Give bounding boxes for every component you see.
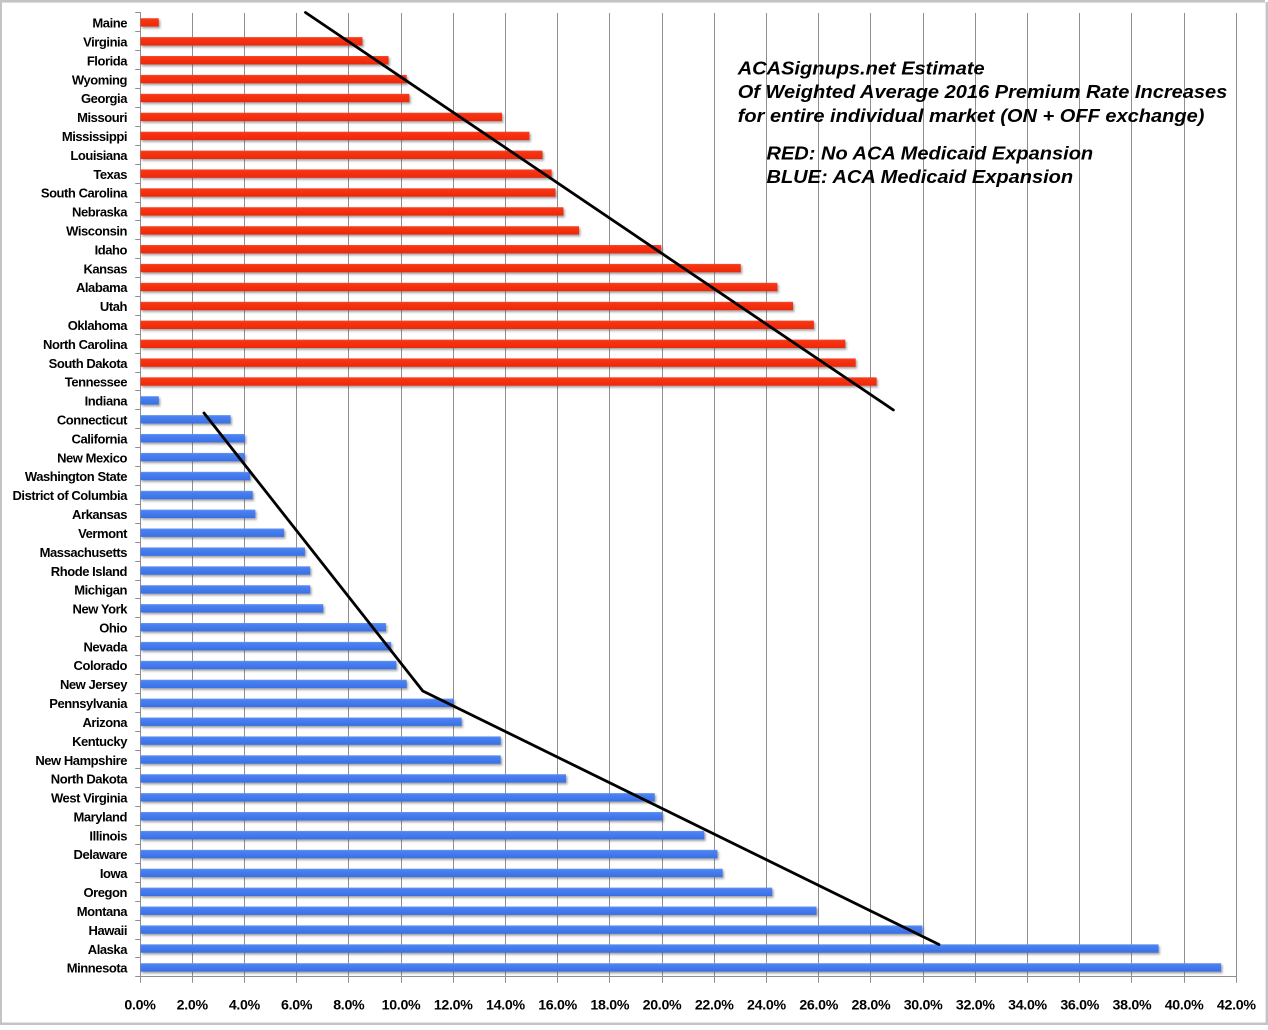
svg-text:8.0%: 8.0%: [333, 998, 365, 1014]
svg-text:North Dakota: North Dakota: [51, 772, 128, 787]
svg-text:Of Weighted Average 2016 Premi: Of Weighted Average 2016 Premium Rate In…: [738, 83, 1228, 103]
svg-text:Mississippi: Mississippi: [62, 129, 127, 144]
svg-text:Illinois: Illinois: [89, 828, 127, 843]
svg-text:36.0%: 36.0%: [1060, 998, 1099, 1014]
svg-text:Indiana: Indiana: [85, 394, 129, 409]
svg-text:Idaho: Idaho: [95, 242, 128, 257]
svg-text:Pennsylvania: Pennsylvania: [49, 696, 128, 711]
svg-text:Nebraska: Nebraska: [72, 205, 128, 220]
svg-text:New Mexico: New Mexico: [57, 450, 127, 465]
svg-text:North Carolina: North Carolina: [43, 337, 128, 352]
svg-text:40.0%: 40.0%: [1165, 998, 1204, 1014]
svg-text:0.0%: 0.0%: [124, 998, 156, 1014]
svg-text:New Jersey: New Jersey: [60, 677, 128, 692]
svg-text:California: California: [72, 431, 129, 446]
svg-text:12.0%: 12.0%: [434, 998, 473, 1014]
svg-text:10.0%: 10.0%: [382, 998, 421, 1014]
svg-text:Connecticut: Connecticut: [57, 413, 128, 428]
svg-text:14.0%: 14.0%: [486, 998, 525, 1014]
svg-text:Maine: Maine: [92, 16, 127, 31]
svg-text:Missouri: Missouri: [77, 110, 127, 125]
svg-text:6.0%: 6.0%: [281, 998, 313, 1014]
svg-text:Massachusetts: Massachusetts: [40, 545, 128, 560]
svg-text:Washington State: Washington State: [25, 469, 127, 484]
svg-text:Hawaii: Hawaii: [89, 923, 127, 938]
svg-text:RED: No ACA Medicaid Expansion: RED: No ACA Medicaid Expansion: [766, 144, 1093, 164]
svg-text:26.0%: 26.0%: [799, 998, 838, 1014]
svg-text:Alaska: Alaska: [88, 942, 128, 957]
svg-text:Arkansas: Arkansas: [72, 507, 127, 522]
svg-text:for entire individual market (: for entire individual market (ON + OFF e…: [738, 107, 1205, 127]
svg-text:Virginia: Virginia: [83, 35, 128, 50]
svg-text:New Hampshire: New Hampshire: [35, 753, 127, 768]
svg-text:24.0%: 24.0%: [747, 998, 786, 1014]
svg-text:West Virginia: West Virginia: [51, 791, 128, 806]
svg-text:New York: New York: [73, 602, 129, 617]
svg-text:34.0%: 34.0%: [1008, 998, 1047, 1014]
svg-text:32.0%: 32.0%: [956, 998, 995, 1014]
svg-text:Florida: Florida: [87, 54, 128, 69]
svg-text:Michigan: Michigan: [74, 583, 127, 598]
svg-text:16.0%: 16.0%: [538, 998, 577, 1014]
svg-text:Tennessee: Tennessee: [65, 375, 127, 390]
svg-text:Wisconsin: Wisconsin: [66, 224, 127, 239]
svg-text:District of Columbia: District of Columbia: [12, 488, 128, 503]
svg-text:20.0%: 20.0%: [643, 998, 682, 1014]
svg-text:BLUE: ACA Medicaid Expansion: BLUE: ACA Medicaid Expansion: [766, 168, 1073, 188]
svg-text:4.0%: 4.0%: [229, 998, 261, 1014]
svg-text:Maryland: Maryland: [74, 809, 128, 824]
svg-text:42.0%: 42.0%: [1217, 998, 1256, 1014]
svg-text:Texas: Texas: [93, 167, 127, 182]
svg-text:Vermont: Vermont: [78, 526, 128, 541]
svg-text:Utah: Utah: [100, 299, 128, 314]
svg-text:Oklahoma: Oklahoma: [68, 318, 128, 333]
svg-text:Ohio: Ohio: [99, 621, 127, 636]
svg-text:Minnesota: Minnesota: [67, 961, 128, 976]
svg-text:Kansas: Kansas: [83, 261, 127, 276]
svg-text:Colorado: Colorado: [74, 658, 128, 673]
svg-text:Oregon: Oregon: [83, 885, 127, 900]
svg-text:Wyoming: Wyoming: [72, 72, 128, 87]
svg-text:Nevada: Nevada: [83, 639, 128, 654]
svg-text:South Dakota: South Dakota: [49, 356, 129, 371]
svg-text:Iowa: Iowa: [100, 866, 128, 881]
svg-text:Georgia: Georgia: [81, 91, 128, 106]
svg-text:38.0%: 38.0%: [1113, 998, 1152, 1014]
svg-text:Montana: Montana: [77, 904, 129, 919]
svg-text:ACASignups.net Estimate: ACASignups.net Estimate: [737, 59, 985, 79]
svg-text:22.0%: 22.0%: [695, 998, 734, 1014]
svg-text:Alabama: Alabama: [76, 280, 128, 295]
svg-text:Rhode Island: Rhode Island: [51, 564, 128, 579]
svg-text:30.0%: 30.0%: [904, 998, 943, 1014]
svg-text:Arizona: Arizona: [82, 715, 128, 730]
svg-text:18.0%: 18.0%: [590, 998, 629, 1014]
svg-text:Kentucky: Kentucky: [72, 734, 128, 749]
svg-text:Louisiana: Louisiana: [70, 148, 128, 163]
svg-text:28.0%: 28.0%: [852, 998, 891, 1014]
svg-text:Delaware: Delaware: [74, 847, 128, 862]
svg-text:2.0%: 2.0%: [177, 998, 209, 1014]
svg-text:South Carolina: South Carolina: [41, 186, 128, 201]
